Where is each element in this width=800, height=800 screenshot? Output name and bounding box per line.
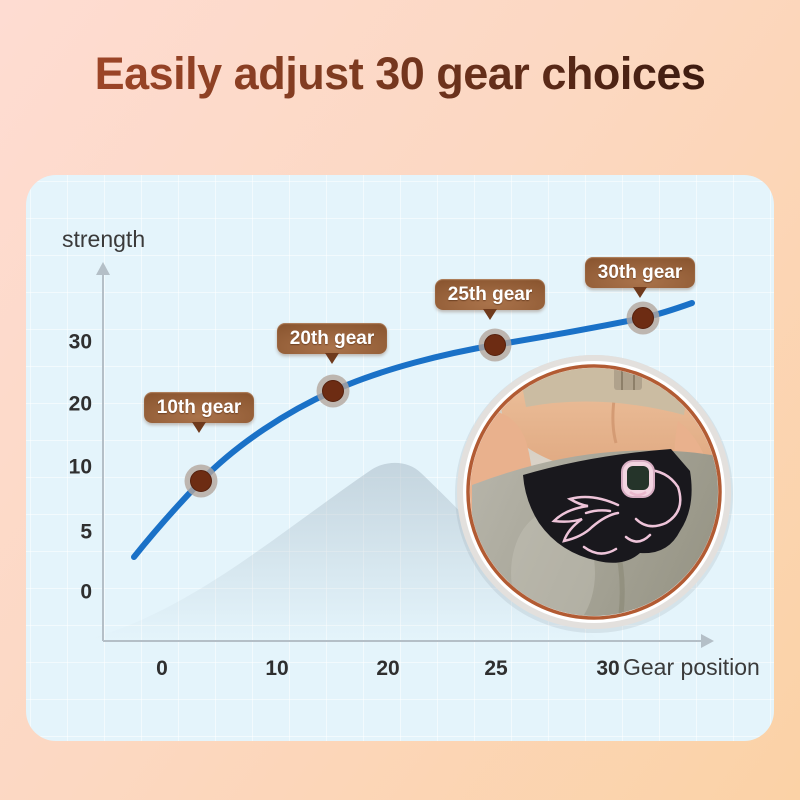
x-tick-20: 20 <box>376 657 399 680</box>
marker-20th-gear <box>316 374 350 408</box>
y-tick-10: 10 <box>69 456 92 479</box>
strength-chart: strength 30 20 10 5 0 0 10 20 25 30 Gear… <box>62 226 760 680</box>
x-tick-30: 30 <box>596 657 619 680</box>
marker-25th-gear <box>478 328 512 362</box>
y-tick-20: 20 <box>69 393 92 416</box>
x-tick-10: 10 <box>265 657 288 680</box>
y-axis-arrow <box>96 262 110 275</box>
x-axis-title: Gear position <box>623 654 760 680</box>
callout-10th-gear: 10th gear <box>144 392 254 433</box>
device-controller <box>621 460 655 498</box>
page-title: Easily adjust 30 gear choices <box>0 48 800 100</box>
y-tick-0: 0 <box>80 581 92 604</box>
data-markers <box>184 301 660 498</box>
inset-ring <box>466 364 722 620</box>
callout-25th-gear: 25th gear <box>435 279 545 320</box>
y-tick-5: 5 <box>80 521 92 544</box>
marker-30th-gear <box>626 301 660 335</box>
mountain-watermark <box>81 462 601 641</box>
x-axis-arrow <box>701 634 714 648</box>
callout-30th-gear: 30th gear <box>585 257 695 298</box>
marker-10th-gear <box>184 464 218 498</box>
chart-panel: strength 30 20 10 5 0 0 10 20 25 30 Gear… <box>26 175 774 741</box>
y-axis-title: strength <box>62 226 145 252</box>
wing-embroidery <box>551 468 682 555</box>
y-tick-30: 30 <box>69 331 92 354</box>
axes <box>102 274 702 642</box>
device-photo-inset <box>455 355 733 633</box>
x-tick-0: 0 <box>156 657 168 680</box>
callout-20th-gear: 20th gear <box>277 323 387 364</box>
x-tick-25: 25 <box>484 657 508 680</box>
